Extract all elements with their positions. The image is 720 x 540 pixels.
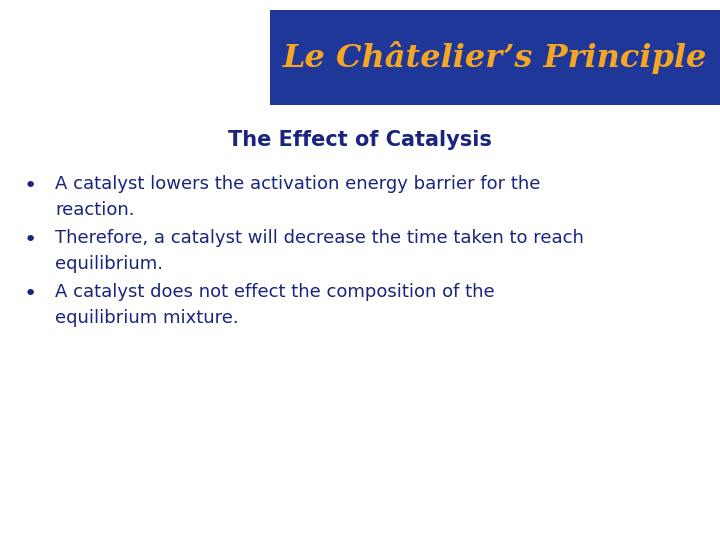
Text: A catalyst does not effect the composition of the
equilibrium mixture.: A catalyst does not effect the compositi… xyxy=(55,283,495,327)
Text: A catalyst lowers the activation energy barrier for the
reaction.: A catalyst lowers the activation energy … xyxy=(55,175,541,219)
Bar xyxy=(270,10,720,105)
Text: •: • xyxy=(23,230,37,250)
Text: •: • xyxy=(23,176,37,196)
Text: Le Châtelier’s Principle: Le Châtelier’s Principle xyxy=(283,41,707,74)
Text: •: • xyxy=(23,284,37,304)
Text: The Effect of Catalysis: The Effect of Catalysis xyxy=(228,130,492,150)
Text: Therefore, a catalyst will decrease the time taken to reach
equilibrium.: Therefore, a catalyst will decrease the … xyxy=(55,229,584,273)
